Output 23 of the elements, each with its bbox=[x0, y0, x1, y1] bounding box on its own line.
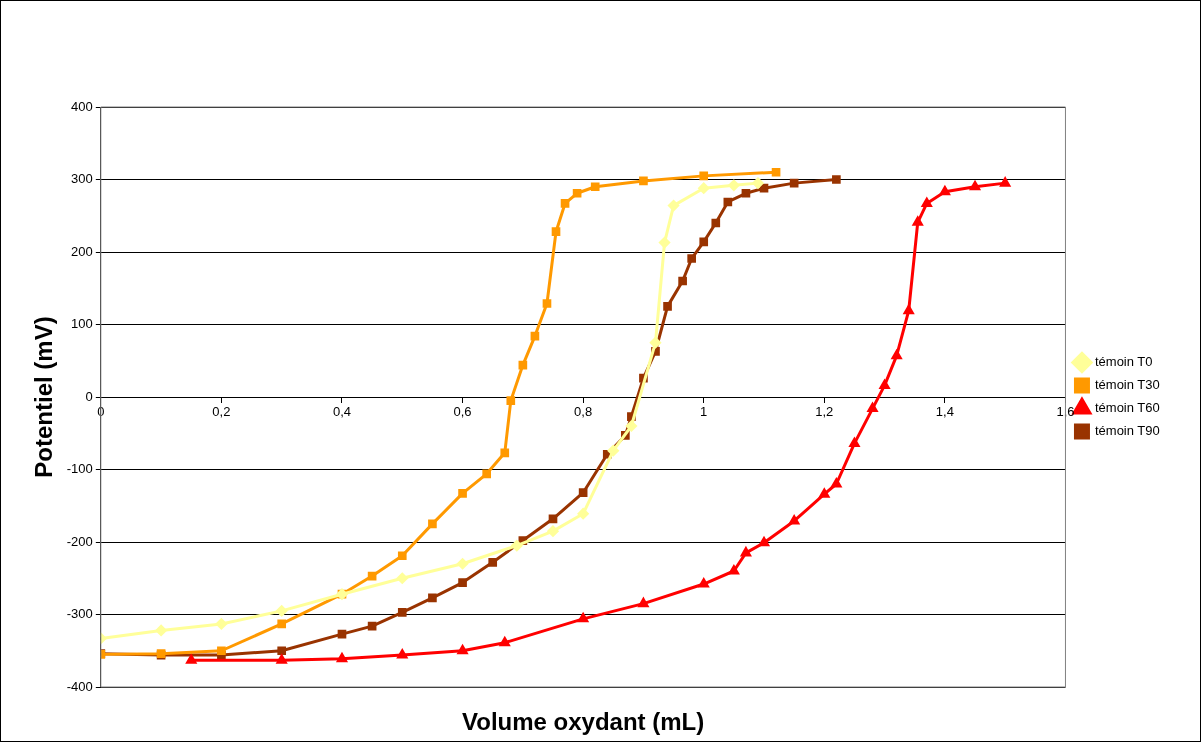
x-tick-label: 0,2 bbox=[212, 404, 231, 420]
x-axis-title: Volume oxydant (mL) bbox=[462, 707, 705, 735]
y-tick-label: -300 bbox=[66, 606, 93, 622]
y-tick-label: -400 bbox=[66, 678, 93, 694]
y-tick-label: 100 bbox=[71, 316, 93, 332]
x-tick-label: 0,8 bbox=[574, 404, 593, 420]
y-tick-label: 300 bbox=[71, 171, 93, 187]
legend-label: témoin T90 bbox=[1094, 423, 1160, 439]
y-tick-label: 0 bbox=[85, 388, 93, 404]
y-tick-label: -200 bbox=[66, 533, 93, 549]
x-tick-label: 0,6 bbox=[453, 404, 472, 420]
x-tick-label: 1,2 bbox=[815, 404, 834, 420]
y-axis-title: Potentiel (mV) bbox=[30, 316, 58, 478]
y-tick-label: 200 bbox=[71, 243, 93, 259]
x-tick-label: 0,4 bbox=[332, 404, 352, 420]
x-tick-label: 1 bbox=[700, 404, 708, 420]
legend-label: témoin T30 bbox=[1094, 377, 1160, 393]
x-tick-label: 1,4 bbox=[935, 404, 954, 420]
legend-label: témoin T60 bbox=[1094, 400, 1160, 416]
y-tick-label: 400 bbox=[71, 98, 93, 114]
x-tick-label: 1,6 bbox=[1056, 404, 1075, 420]
y-tick-label: -100 bbox=[66, 461, 93, 477]
legend-label: témoin T0 bbox=[1094, 354, 1153, 370]
